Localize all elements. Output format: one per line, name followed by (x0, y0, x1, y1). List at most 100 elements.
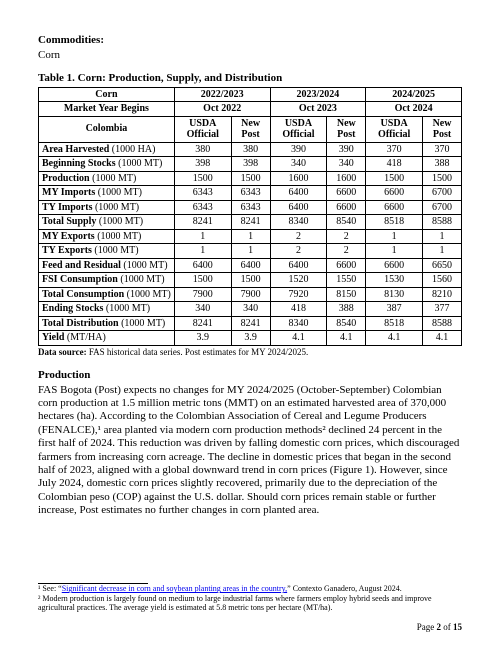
table-cell: 6600 (327, 258, 366, 273)
row-label: Yield (MT/HA) (39, 331, 175, 346)
table-row: Feed and Residual (1000 MT)6400640064006… (39, 258, 462, 273)
hdr-year-0: 2022/2023 (174, 87, 270, 102)
table-row: Total Consumption (1000 MT)7900790079208… (39, 287, 462, 302)
hdr-year-1: 2023/2024 (270, 87, 366, 102)
table-cell: 8241 (231, 316, 270, 331)
footnote-1-pre: ¹ See: “ (38, 584, 62, 593)
table-cell: 8518 (366, 215, 423, 230)
row-label: MY Exports (1000 MT) (39, 229, 175, 244)
production-body: FAS Bogota (Post) expects no changes for… (38, 384, 462, 518)
table-row: Ending Stocks (1000 MT)34034041838838737… (39, 302, 462, 317)
table-cell: 6700 (423, 186, 462, 201)
table-cell: 7900 (174, 287, 231, 302)
table-row: FSI Consumption (1000 MT)150015001520155… (39, 273, 462, 288)
table-cell: 8588 (423, 316, 462, 331)
table-cell: 1 (423, 244, 462, 259)
hdr-sub-1b: New Post (327, 116, 366, 142)
table-cell: 8540 (327, 316, 366, 331)
table-cell: 8588 (423, 215, 462, 230)
table-cell: 6400 (270, 186, 327, 201)
table-cell: 1500 (231, 171, 270, 186)
table-cell: 340 (270, 157, 327, 172)
table-cell: 340 (231, 302, 270, 317)
table-cell: 388 (327, 302, 366, 317)
table-cell: 6400 (270, 258, 327, 273)
row-label: TY Imports (1000 MT) (39, 200, 175, 215)
row-label: Ending Stocks (1000 MT) (39, 302, 175, 317)
table-cell: 6400 (231, 258, 270, 273)
page-number: Page 2 of 15 (417, 622, 462, 633)
row-label: Production (1000 MT) (39, 171, 175, 186)
table-cell: 2 (270, 229, 327, 244)
page: Commodities: Corn Table 1. Corn: Product… (0, 0, 500, 647)
table-cell: 6650 (423, 258, 462, 273)
table-cell: 6343 (231, 200, 270, 215)
table-cell: 3.9 (174, 331, 231, 346)
hdr-sub-0a: USDA Official (174, 116, 231, 142)
table-cell: 418 (366, 157, 423, 172)
hdr-month-1: Oct 2023 (270, 102, 366, 117)
table-row: MY Imports (1000 MT)63436343640066006600… (39, 186, 462, 201)
table-cell: 2 (327, 229, 366, 244)
table-cell: 1 (231, 244, 270, 259)
page-label-pre: Page (417, 622, 437, 632)
table-cell: 340 (327, 157, 366, 172)
table-cell: 6343 (231, 186, 270, 201)
table-cell: 8150 (327, 287, 366, 302)
table-cell: 1 (231, 229, 270, 244)
table-row: Beginning Stocks (1000 MT)39839834034041… (39, 157, 462, 172)
table-cell: 8241 (174, 215, 231, 230)
table-cell: 8340 (270, 215, 327, 230)
table-cell: 1500 (423, 171, 462, 186)
table-cell: 1520 (270, 273, 327, 288)
table-cell: 4.1 (327, 331, 366, 346)
row-label: TY Exports (1000 MT) (39, 244, 175, 259)
table-cell: 1 (366, 229, 423, 244)
table-cell: 4.1 (270, 331, 327, 346)
table-cell: 380 (174, 142, 231, 157)
production-heading: Production (38, 369, 462, 382)
table-cell: 6600 (366, 200, 423, 215)
hdr-sub-2b: New Post (423, 116, 462, 142)
data-source: Data source: FAS historical data series.… (38, 347, 462, 358)
table-cell: 6400 (270, 200, 327, 215)
hdr-sub-0b: New Post (231, 116, 270, 142)
table-cell: 8540 (327, 215, 366, 230)
table-cell: 1500 (174, 171, 231, 186)
footnote-1-link[interactable]: Significant decrease in corn and soybean… (62, 584, 287, 593)
row-label: Total Distribution (1000 MT) (39, 316, 175, 331)
table-row: Yield (MT/HA)3.93.94.14.14.14.1 (39, 331, 462, 346)
row-label: Area Harvested (1000 HA) (39, 142, 175, 157)
commodities-label: Commodities: (38, 34, 462, 47)
table-cell: 6343 (174, 200, 231, 215)
table-cell: 1600 (327, 171, 366, 186)
table-cell: 1 (423, 229, 462, 244)
table-row: Area Harvested (1000 HA)3803803903903703… (39, 142, 462, 157)
page-label-mid: of (441, 622, 453, 632)
table-cell: 2 (270, 244, 327, 259)
row-label: MY Imports (1000 MT) (39, 186, 175, 201)
table-cell: 1 (174, 244, 231, 259)
table-cell: 6600 (366, 186, 423, 201)
hdr-year-2: 2024/2025 (366, 87, 462, 102)
row-label: Total Supply (1000 MT) (39, 215, 175, 230)
table-cell: 7920 (270, 287, 327, 302)
hdr-sub-1a: USDA Official (270, 116, 327, 142)
table-row: Total Distribution (1000 MT)824182418340… (39, 316, 462, 331)
table-cell: 6600 (366, 258, 423, 273)
table-title: Table 1. Corn: Production, Supply, and D… (38, 72, 462, 85)
hdr-product: Corn (39, 87, 175, 102)
row-label: Feed and Residual (1000 MT) (39, 258, 175, 273)
table-row: Production (1000 MT)15001500160016001500… (39, 171, 462, 186)
table-cell: 418 (270, 302, 327, 317)
table-cell: 8241 (174, 316, 231, 331)
hdr-sub-2a: USDA Official (366, 116, 423, 142)
table-cell: 390 (270, 142, 327, 157)
table-cell: 4.1 (423, 331, 462, 346)
table-cell: 1500 (174, 273, 231, 288)
row-label: FSI Consumption (1000 MT) (39, 273, 175, 288)
table-header-row-2: Market Year Begins Oct 2022 Oct 2023 Oct… (39, 102, 462, 117)
table-cell: 387 (366, 302, 423, 317)
table-cell: 398 (174, 157, 231, 172)
footnote-2: ² Modern production is largely found on … (38, 594, 462, 613)
